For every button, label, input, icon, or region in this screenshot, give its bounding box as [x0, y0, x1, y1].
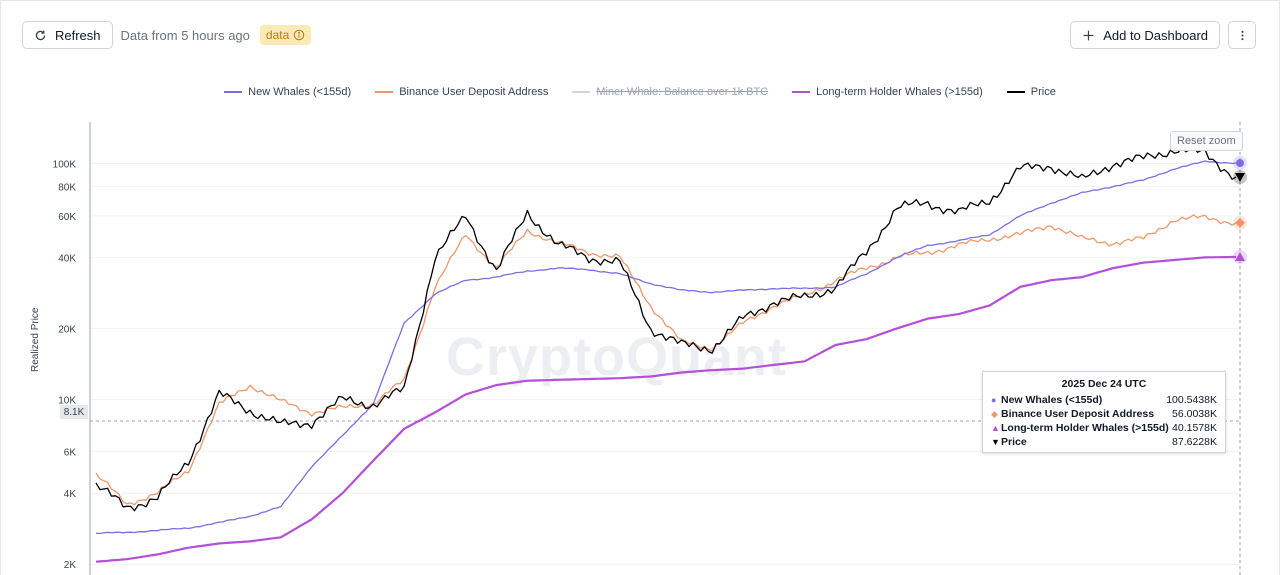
triangle-down-marker	[1235, 173, 1245, 183]
refresh-label: Refresh	[55, 27, 101, 43]
y-tick-label: 6K	[64, 448, 77, 459]
y-grid	[90, 163, 1240, 565]
crosshair-value-label: 8.1K	[60, 405, 88, 419]
legend-item[interactable]: Binance User Deposit Address	[375, 86, 548, 98]
legend-swatch	[224, 91, 243, 93]
tooltip: 2025 Dec 24 UTC ● New Whales (<155d) 100…	[982, 371, 1226, 453]
y-tick-label: 4K	[64, 489, 77, 500]
tooltip-row: ◆ Binance User Deposit Address 56.0038K	[991, 407, 1217, 421]
more-vertical-icon	[1240, 30, 1244, 40]
series-line	[95, 145, 1237, 512]
y-tick-label: 40K	[58, 253, 76, 264]
more-options-button[interactable]	[1228, 21, 1256, 49]
legend-label: Price	[1030, 86, 1056, 98]
legend-item[interactable]: Long-term Holder Whales (>155d)	[792, 86, 983, 98]
tooltip-series-name: Long-term Holder Whales (>155d)	[1001, 422, 1169, 434]
data-badge[interactable]: data	[259, 25, 312, 45]
tooltip-series-value: 87.6228K	[1172, 436, 1217, 448]
refresh-icon	[35, 30, 46, 40]
tooltip-date: 2025 Dec 24 UTC	[1061, 378, 1147, 390]
y-axis: 2K 4K 6K 10K 20K 40K 60K 80K 100K	[53, 122, 91, 575]
triangle-up-marker	[1235, 251, 1245, 261]
legend-label: New Whales (<155d)	[248, 86, 352, 98]
tooltip-series-value: 56.0038K	[1172, 408, 1217, 420]
tooltip-row: ● New Whales (<155d) 100.5438K	[991, 393, 1217, 407]
tooltip-series-value: 100.5438K	[1166, 394, 1217, 406]
refresh-button[interactable]: Refresh	[22, 21, 113, 49]
tooltip-series-name: Price	[1001, 436, 1027, 448]
y-tick-label: 100K	[53, 160, 77, 171]
info-icon	[293, 29, 305, 41]
series-lines	[95, 145, 1237, 563]
circle-marker-icon: ●	[991, 395, 997, 405]
circle-marker	[1236, 159, 1244, 168]
watermark: CryptoQuant	[446, 327, 787, 387]
legend-label: Miner Whale: Balance over 1k BTC	[596, 86, 769, 98]
series-line	[95, 160, 1237, 535]
y-tick-label: 2K	[64, 560, 77, 571]
plus-icon	[1083, 30, 1094, 40]
diamond-marker	[1235, 217, 1245, 228]
reset-zoom-button[interactable]: Reset zoom	[1170, 131, 1243, 151]
legend-swatch	[792, 91, 811, 93]
y-tick-label: 20K	[58, 324, 76, 335]
legend-item[interactable]: New Whales (<155d)	[224, 86, 351, 98]
add-to-dashboard-button[interactable]: Add to Dashboard	[1070, 21, 1220, 49]
y-tick-label: 80K	[58, 182, 76, 193]
series-end-markers	[1233, 156, 1247, 264]
tooltip-series-name: Binance User Deposit Address	[1001, 408, 1155, 420]
legend-label: Binance User Deposit Address	[399, 86, 549, 98]
series-line	[95, 255, 1236, 563]
chart-legend: New Whales (<155d) Binance User Deposit A…	[0, 86, 1280, 98]
y-tick-label: 10K	[58, 395, 76, 406]
tooltip-row: ▼ Price 87.6228K	[991, 435, 1217, 449]
triangle-down-marker-icon: ▼	[991, 437, 1000, 447]
legend-swatch	[572, 91, 591, 93]
y-axis-label: Realized Price	[30, 307, 41, 372]
legend-swatch	[375, 91, 394, 93]
legend-item[interactable]: Miner Whale: Balance over 1k BTC	[572, 86, 768, 98]
diamond-marker-icon: ◆	[991, 408, 998, 419]
series-line	[95, 214, 1237, 506]
legend-label: Long-term Holder Whales (>155d)	[816, 86, 983, 98]
triangle-marker-icon: ▲	[991, 423, 1000, 433]
legend-swatch	[1006, 91, 1025, 93]
y-tick-label: 60K	[58, 212, 76, 223]
tooltip-series-name: New Whales (<155d)	[1001, 394, 1103, 406]
legend-item[interactable]: Price	[1006, 86, 1056, 98]
tooltip-row: ▲ Long-term Holder Whales (>155d) 40.157…	[991, 421, 1217, 435]
data-age-text: Data from 5 hours ago	[120, 27, 250, 43]
add-to-dashboard-label: Add to Dashboard	[1103, 27, 1208, 43]
data-badge-label: data	[265, 28, 290, 42]
tooltip-series-value: 40.1578K	[1172, 422, 1217, 434]
toolbar: Refresh Data from 5 hours ago data Add t…	[22, 21, 1256, 49]
